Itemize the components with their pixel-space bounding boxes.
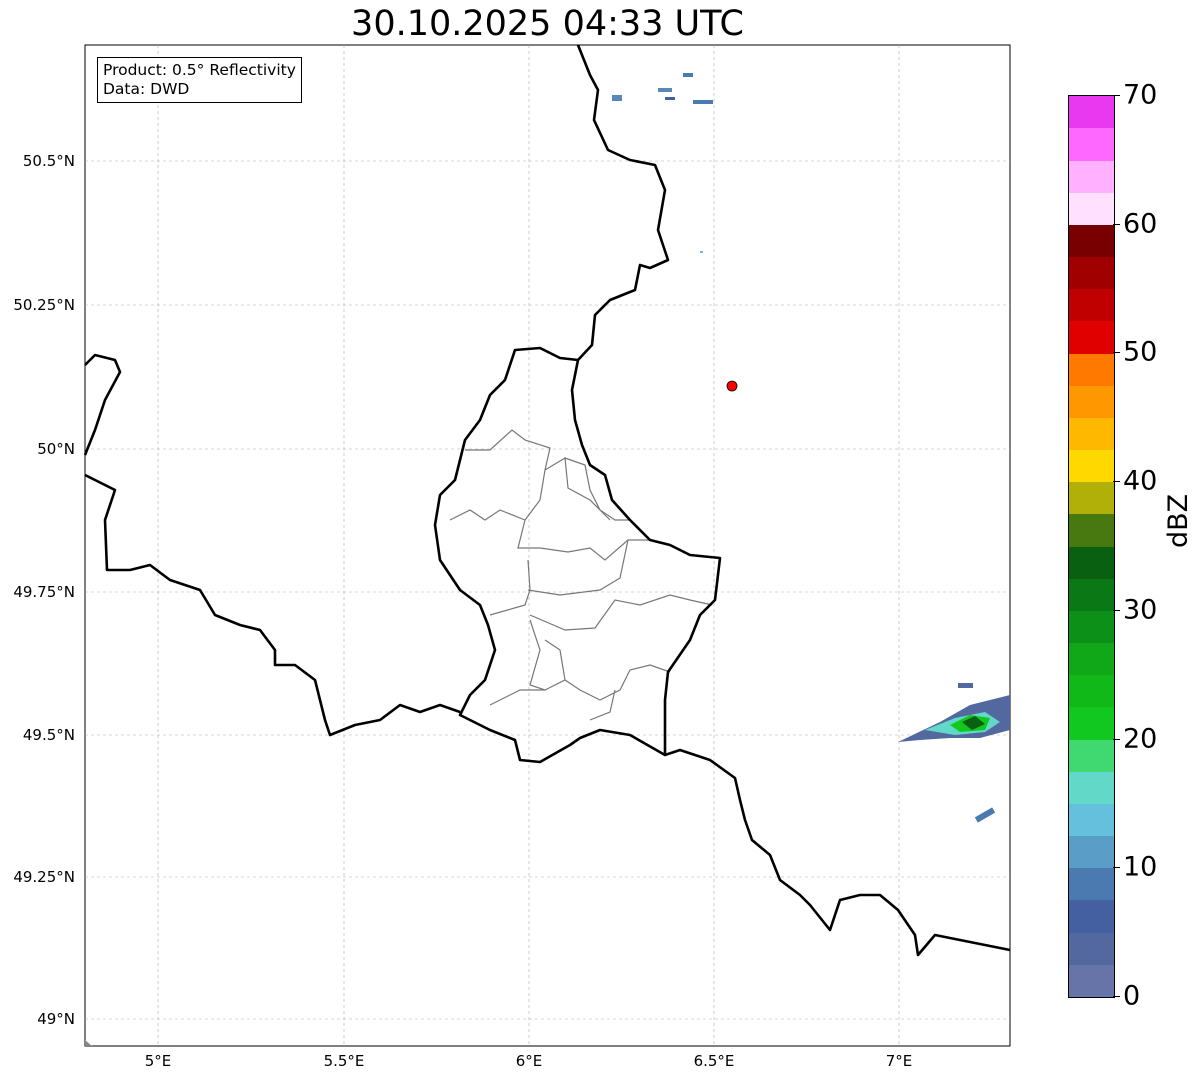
colorbar-segment <box>1069 707 1114 740</box>
colorbar-segment <box>1069 932 1114 965</box>
colorbar-tick <box>1113 481 1120 483</box>
colorbar-segment <box>1069 257 1114 290</box>
colorbar-segment <box>1069 675 1114 708</box>
colorbar-segment <box>1069 739 1114 772</box>
colorbar-segment <box>1069 836 1114 869</box>
colorbar-tick-label: 0 <box>1123 980 1141 1012</box>
lat-tick: 50°N <box>37 440 75 458</box>
colorbar-segment <box>1069 610 1114 644</box>
colorbar-label: dBZ <box>1163 493 1194 548</box>
colorbar-segment <box>1069 643 1114 676</box>
colorbar-tick <box>1113 95 1120 96</box>
lon-tick: 6.5°E <box>693 1052 735 1070</box>
lat-tick: 50.5°N <box>22 152 75 170</box>
colorbar-tick-label: 40 <box>1123 465 1158 497</box>
colorbar-segment <box>1069 96 1114 129</box>
map-title: 30.10.2025 04:33 UTC <box>351 4 744 44</box>
colorbar-tick <box>1113 738 1120 740</box>
colorbar-tick-label: 30 <box>1123 594 1158 626</box>
map-frame <box>84 44 1011 1047</box>
colorbar-tick-label: 10 <box>1123 851 1158 883</box>
lon-tick: 6°E <box>515 1052 543 1070</box>
lat-tick: 50.25°N <box>13 296 75 314</box>
lat-tick: 49.25°N <box>13 868 75 886</box>
luxembourg-districts <box>449 429 713 721</box>
colorbar-segment <box>1069 128 1114 161</box>
colorbar-tick-label: 20 <box>1123 723 1158 755</box>
colorbar-tick <box>1113 223 1120 225</box>
gridlines <box>85 45 1010 1046</box>
lat-tick: 49°N <box>37 1010 75 1028</box>
colorbar-tick <box>1113 352 1120 354</box>
colorbar <box>1068 95 1115 998</box>
colorbar-segment <box>1069 160 1114 193</box>
colorbar-tick-label: 50 <box>1123 336 1158 368</box>
colorbar-segment <box>1069 546 1114 579</box>
country-borders <box>83 44 1011 957</box>
colorbar-tick <box>1113 996 1120 997</box>
colorbar-segment <box>1069 964 1114 997</box>
colorbar-segment <box>1069 417 1114 451</box>
colorbar-segment <box>1069 578 1114 611</box>
colorbar-tick <box>1113 867 1120 869</box>
colorbar-segment <box>1069 192 1114 225</box>
lon-tick: 5.5°E <box>323 1052 365 1070</box>
radar-site-marker <box>726 380 738 392</box>
colorbar-segment <box>1069 289 1114 322</box>
colorbar-segment <box>1069 224 1114 258</box>
product-label: Product: 0.5° Reflectivity <box>103 61 296 79</box>
colorbar-segment <box>1069 900 1114 933</box>
colorbar-segment <box>1069 514 1114 547</box>
colorbar-segment <box>1069 450 1114 483</box>
colorbar-tick-label: 70 <box>1123 79 1158 111</box>
lon-tick: 5°E <box>144 1052 172 1070</box>
colorbar-segment <box>1069 321 1114 354</box>
colorbar-segment <box>1069 482 1114 515</box>
data-source-label: Data: DWD <box>103 80 190 98</box>
colorbar-segment <box>1069 353 1114 386</box>
radar-echoes <box>612 73 1010 823</box>
colorbar-segment <box>1069 385 1114 418</box>
colorbar-segment <box>1069 771 1114 804</box>
lat-tick: 49.5°N <box>22 726 75 744</box>
product-info-box: Product: 0.5° Reflectivity Data: DWD <box>97 57 302 103</box>
colorbar-segment <box>1069 803 1114 837</box>
colorbar-tick-label: 60 <box>1123 208 1158 240</box>
lat-tick: 49.75°N <box>13 583 75 601</box>
colorbar-tick <box>1113 609 1120 611</box>
colorbar-segment <box>1069 868 1114 901</box>
lon-tick: 7°E <box>885 1052 913 1070</box>
